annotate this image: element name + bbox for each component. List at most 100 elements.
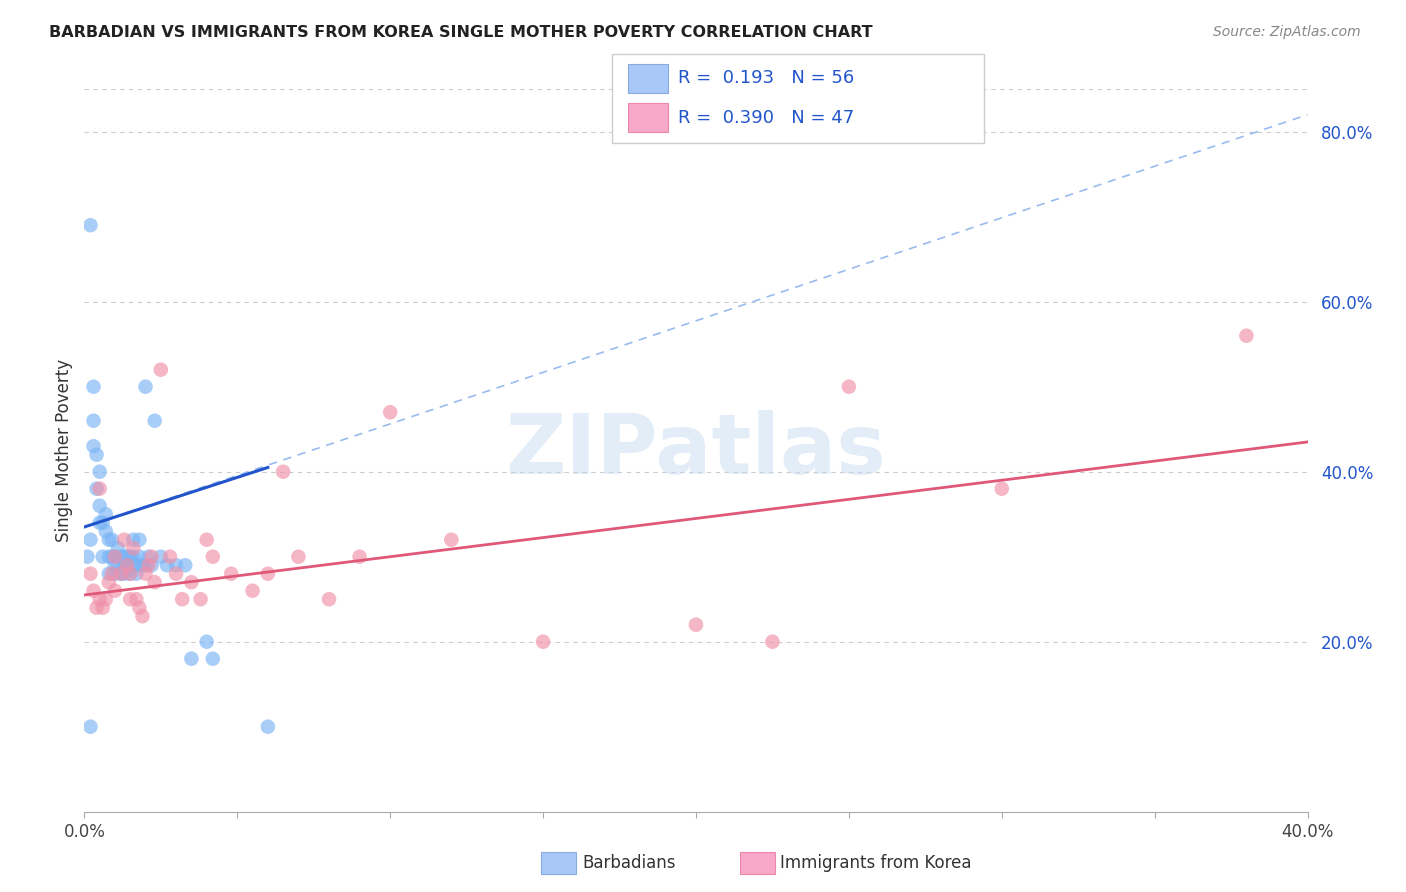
Point xyxy=(125,558,148,573)
Point xyxy=(110,566,132,581)
Point xyxy=(761,634,783,648)
Point xyxy=(94,507,117,521)
Point xyxy=(149,362,172,376)
Point xyxy=(83,439,105,453)
Point xyxy=(97,575,120,590)
Point xyxy=(991,482,1014,496)
Point xyxy=(135,380,157,394)
Point xyxy=(110,549,132,564)
Point xyxy=(120,592,142,607)
Point xyxy=(135,566,157,581)
Point xyxy=(318,592,340,607)
Point xyxy=(128,533,150,547)
Point xyxy=(131,558,153,573)
Point xyxy=(104,549,127,564)
Point xyxy=(89,592,111,607)
Point xyxy=(257,566,280,581)
Text: R =  0.193   N = 56: R = 0.193 N = 56 xyxy=(678,70,853,87)
Point xyxy=(115,558,138,573)
Point xyxy=(180,651,202,665)
Point xyxy=(83,583,105,598)
Point xyxy=(242,583,264,598)
Point xyxy=(79,720,101,734)
Point xyxy=(86,482,108,496)
Point xyxy=(219,566,242,581)
Point xyxy=(138,558,160,573)
Point xyxy=(349,549,371,564)
Point xyxy=(531,634,554,648)
Text: BARBADIAN VS IMMIGRANTS FROM KOREA SINGLE MOTHER POVERTY CORRELATION CHART: BARBADIAN VS IMMIGRANTS FROM KOREA SINGL… xyxy=(49,25,873,40)
Point xyxy=(76,549,98,564)
Point xyxy=(128,600,150,615)
Y-axis label: Single Mother Poverty: Single Mother Poverty xyxy=(55,359,73,542)
Point xyxy=(112,558,135,573)
Point xyxy=(838,380,860,394)
Point xyxy=(138,549,160,564)
Point xyxy=(94,524,117,539)
Point xyxy=(201,651,224,665)
Point xyxy=(94,592,117,607)
Point xyxy=(91,600,114,615)
Point xyxy=(86,600,108,615)
Point xyxy=(165,566,187,581)
Point xyxy=(104,549,127,564)
Point xyxy=(174,558,197,573)
Point xyxy=(112,533,135,547)
Point xyxy=(120,566,142,581)
Point xyxy=(143,575,166,590)
Point xyxy=(79,533,101,547)
Point xyxy=(1236,328,1258,343)
Point xyxy=(112,549,135,564)
Point xyxy=(101,533,124,547)
Point xyxy=(172,592,194,607)
Point xyxy=(257,720,280,734)
Point xyxy=(107,541,129,556)
Point xyxy=(380,405,402,419)
Text: R =  0.390   N = 47: R = 0.390 N = 47 xyxy=(678,109,853,127)
Text: Immigrants from Korea: Immigrants from Korea xyxy=(780,854,972,871)
Point xyxy=(101,549,124,564)
Point xyxy=(143,414,166,428)
Point xyxy=(112,566,135,581)
Point xyxy=(195,634,218,648)
Point xyxy=(201,549,224,564)
Point xyxy=(122,533,145,547)
Text: Source: ZipAtlas.com: Source: ZipAtlas.com xyxy=(1213,25,1361,39)
Point xyxy=(107,558,129,573)
Point xyxy=(131,609,153,624)
Point xyxy=(83,380,105,394)
Point xyxy=(195,533,218,547)
Point xyxy=(190,592,212,607)
Point xyxy=(165,558,187,573)
Point xyxy=(83,414,105,428)
Point xyxy=(271,465,294,479)
Point xyxy=(128,549,150,564)
Point xyxy=(125,566,148,581)
Text: ZIPatlas: ZIPatlas xyxy=(506,410,886,491)
Point xyxy=(89,499,111,513)
Point xyxy=(86,448,108,462)
Point xyxy=(97,533,120,547)
Point xyxy=(89,465,111,479)
Point xyxy=(122,558,145,573)
Point xyxy=(101,566,124,581)
Point xyxy=(89,516,111,530)
Point xyxy=(104,583,127,598)
Point xyxy=(97,549,120,564)
Point xyxy=(89,482,111,496)
Point xyxy=(97,566,120,581)
Point xyxy=(685,617,707,632)
Point xyxy=(110,566,132,581)
Point xyxy=(287,549,309,564)
Point xyxy=(156,558,179,573)
Point xyxy=(141,549,163,564)
Point xyxy=(79,218,101,232)
Point xyxy=(120,566,142,581)
Point xyxy=(141,558,163,573)
Point xyxy=(91,549,114,564)
Point xyxy=(104,566,127,581)
Point xyxy=(115,558,138,573)
Point xyxy=(135,558,157,573)
Point xyxy=(440,533,463,547)
Point xyxy=(115,549,138,564)
